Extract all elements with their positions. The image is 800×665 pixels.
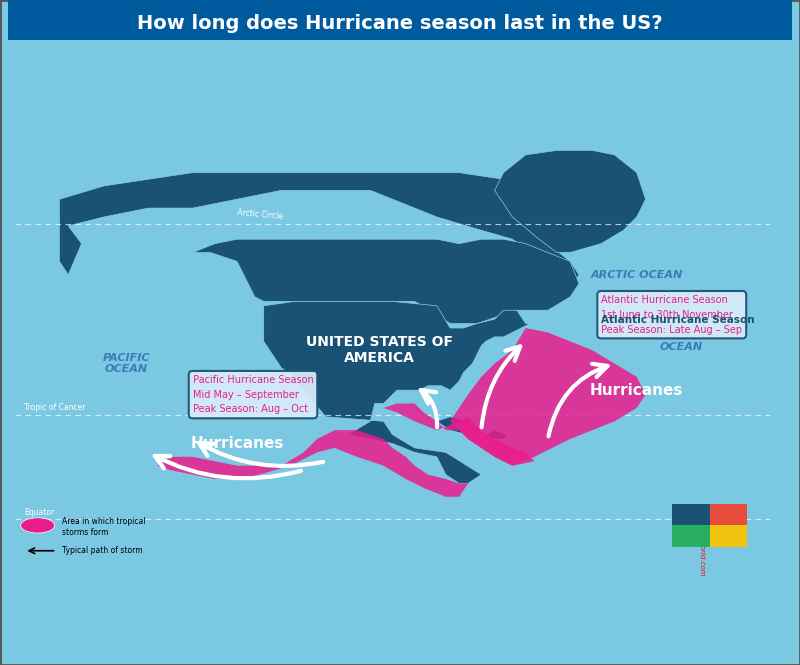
Polygon shape — [59, 173, 579, 288]
Text: How long does Hurricane season last in the US?: How long does Hurricane season last in t… — [137, 14, 663, 33]
Polygon shape — [193, 239, 579, 324]
Text: Hurricanes: Hurricanes — [590, 382, 683, 398]
Text: Hurricanes: Hurricanes — [190, 436, 284, 451]
Polygon shape — [486, 430, 508, 439]
Polygon shape — [494, 150, 646, 253]
Text: ARCTIC OCEAN: ARCTIC OCEAN — [590, 270, 683, 280]
Text: Equator: Equator — [24, 508, 54, 517]
Polygon shape — [437, 417, 482, 435]
Text: Atlantic Hurricane Season: Atlantic Hurricane Season — [602, 315, 755, 325]
Text: UNITED STATES OF
AMERICA: UNITED STATES OF AMERICA — [306, 335, 453, 365]
Text: PACIFIC
OCEAN: PACIFIC OCEAN — [102, 352, 150, 374]
Text: Arctic Circle: Arctic Circle — [237, 208, 284, 221]
Text: Atlantic Hurricane Season
1st June to 30th November
Peak Season: Late Aug – Sep: Atlantic Hurricane Season 1st June to 30… — [602, 295, 742, 334]
Polygon shape — [264, 301, 530, 483]
Text: Tropic of Cancer: Tropic of Cancer — [24, 404, 86, 412]
Polygon shape — [450, 328, 646, 465]
Text: ATLANTIC
OCEAN: ATLANTIC OCEAN — [651, 331, 711, 352]
Polygon shape — [157, 430, 468, 497]
Text: Pacific Hurricane Season
Mid May – September
Peak Season: Aug – Oct: Pacific Hurricane Season Mid May – Septe… — [193, 375, 314, 414]
Polygon shape — [383, 404, 534, 465]
